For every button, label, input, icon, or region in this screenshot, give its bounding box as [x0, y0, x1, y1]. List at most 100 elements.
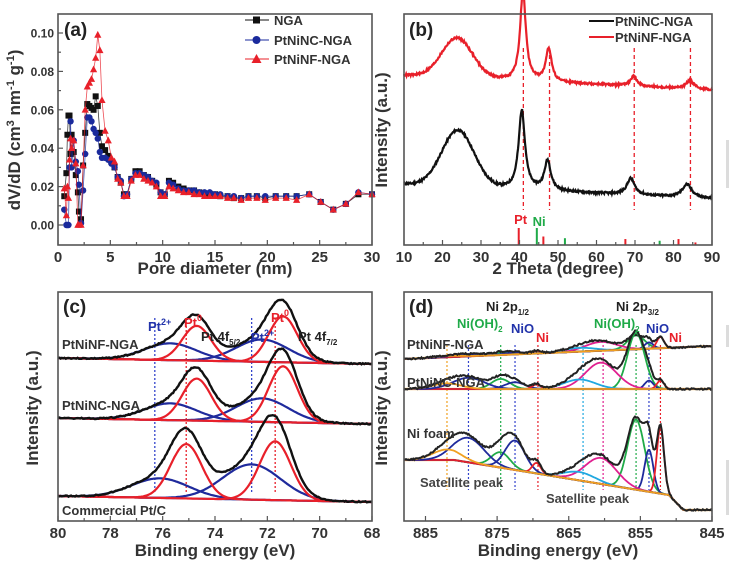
xps-envelope — [57, 298, 373, 366]
x-tick-label: 60 — [588, 249, 605, 266]
x-tick-label: 855 — [628, 525, 653, 542]
data-point-triangle — [81, 105, 89, 113]
legend-entry-ptninc-nga: PtNiNC-NGA — [589, 14, 694, 29]
legend-entry-ptninf-nga: PtNiNF-NGA — [589, 30, 692, 45]
data-point-triangle — [237, 196, 245, 203]
data-point-triangle — [342, 199, 350, 207]
reference-label-ni: Ni — [533, 214, 546, 229]
x-tick-label: 20 — [434, 249, 451, 266]
annotation-pt0: Pt0 — [184, 313, 202, 330]
data-point-circle — [88, 118, 95, 125]
x-tick-label: 78 — [102, 525, 119, 542]
reference-label-pt: Pt — [514, 212, 528, 227]
sample-label-ptninf-nga: PtNiNF-NGA — [407, 337, 484, 352]
data-point-triangle — [317, 197, 325, 205]
legend-marker-square — [253, 16, 260, 24]
xps-component — [403, 345, 712, 360]
data-point-triangle — [117, 178, 125, 186]
legend-label: PtNiNF-NGA — [615, 30, 692, 45]
data-point-triangle — [60, 184, 68, 192]
data-point-triangle — [354, 188, 362, 196]
data-point-triangle — [174, 186, 182, 194]
xps-component — [58, 365, 372, 426]
sample-label-ptninc-nga: PtNiNC-NGA — [62, 398, 141, 413]
sample-label-ni-foam: Ni foam — [407, 426, 455, 441]
panel-a-xlabel: Pore diameter (nm) — [138, 259, 293, 278]
data-point-triangle — [68, 144, 76, 151]
data-point-triangle — [62, 211, 70, 219]
data-point-triangle — [216, 192, 224, 199]
data-point-square — [64, 131, 71, 138]
annotation-ni: Ni — [536, 330, 549, 345]
x-tick-label: 25 — [311, 249, 328, 266]
edge-artifact — [726, 460, 729, 515]
annotation-pt2plus: Pt2+ — [148, 317, 171, 334]
data-point-square — [96, 129, 103, 136]
data-point-square — [70, 149, 77, 156]
x-tick-label: 80 — [50, 525, 67, 542]
annotation-satellite-peak: Satellite peak — [420, 475, 504, 490]
data-point-triangle — [72, 159, 80, 167]
panel-d-ni2p-xps: 885 875 865 855 845 (d) Binding energy (eV) … — [372, 291, 725, 560]
data-point-triangle — [152, 182, 160, 190]
annotation-pt2plus: Pt2+ — [251, 328, 274, 345]
annotation-ni: Ni — [669, 330, 682, 345]
sample-label-commercial-ptc: Commercial Pt/C — [62, 503, 167, 518]
x-tick-label: 5 — [106, 249, 114, 266]
data-point-square — [105, 152, 112, 159]
panel-d-xlabel: Binding energy (eV) — [478, 541, 639, 560]
panel-a-pore-size-distribution: 0 5 10 15 20 25 30 0.00 0.02 0.04 0.06 0.08 0.10 (a)… — [5, 13, 380, 278]
x-tick-label: 80 — [665, 249, 682, 266]
data-point-triangle — [110, 157, 119, 165]
x-tick-label: 0 — [54, 249, 62, 266]
x-tick-label: 15 — [207, 249, 224, 266]
x-tick-label: 30 — [473, 249, 490, 266]
data-point-square — [68, 131, 75, 138]
xps-envelope — [57, 413, 372, 504]
data-point-square — [75, 208, 82, 215]
data-point-triangle — [305, 190, 313, 198]
panel-b-frame — [403, 13, 713, 246]
x-tick-label: 70 — [311, 525, 328, 542]
xps-envelope — [403, 333, 713, 361]
data-point-triangle — [200, 192, 209, 199]
panel-d-label: (d) — [409, 297, 433, 318]
data-point-triangle — [123, 192, 131, 199]
legend-entry-nga: NGA — [245, 13, 304, 28]
x-tick-label: 70 — [627, 249, 644, 266]
data-point-circle — [82, 150, 89, 158]
annotation-pt0: Pt0 — [271, 308, 289, 325]
xps-envelope — [404, 415, 713, 512]
data-point-circle — [79, 187, 87, 194]
data-point-square — [102, 147, 109, 154]
panel-b-xlabel: 2 Theta (degree) — [492, 259, 623, 278]
data-point-triangle — [253, 194, 261, 201]
data-point-triangle — [190, 190, 198, 198]
x-tick-label: 865 — [556, 525, 581, 542]
y-tick-label: 0.10 — [31, 27, 55, 41]
data-point-triangle — [329, 205, 337, 213]
data-point-circle — [92, 129, 99, 137]
annotation-pt4f52: Pt 4f5/2 — [201, 329, 241, 347]
data-point-triangle — [98, 96, 106, 103]
xps-component — [58, 440, 372, 504]
data-point-triangle — [79, 161, 87, 169]
legend-label: PtNiNF-NGA — [274, 52, 351, 67]
data-point-square — [98, 143, 105, 150]
data-point-triangle — [148, 178, 156, 186]
data-point-square — [66, 112, 73, 119]
panel-c-pt4f-xps: 80 78 76 74 72 70 68 (c) Binding energy (eV) I… — [23, 291, 380, 560]
data-point-triangle — [282, 194, 290, 201]
data-point-triangle — [206, 192, 214, 199]
data-point-triangle — [293, 196, 301, 203]
x-tick-label: 72 — [259, 525, 276, 542]
panel-a-label: (a) — [64, 20, 87, 41]
y-tick-label: 0.02 — [31, 180, 55, 194]
xrd-curve-ptninf-nga — [402, 0, 714, 93]
data-point-triangle — [211, 192, 219, 199]
data-point-triangle — [101, 126, 109, 134]
data-point-circle — [111, 164, 118, 171]
y-tick-label: 0.00 — [31, 219, 55, 233]
series-line-ptninc-nga — [63, 117, 373, 226]
data-point-triangle — [63, 182, 72, 190]
